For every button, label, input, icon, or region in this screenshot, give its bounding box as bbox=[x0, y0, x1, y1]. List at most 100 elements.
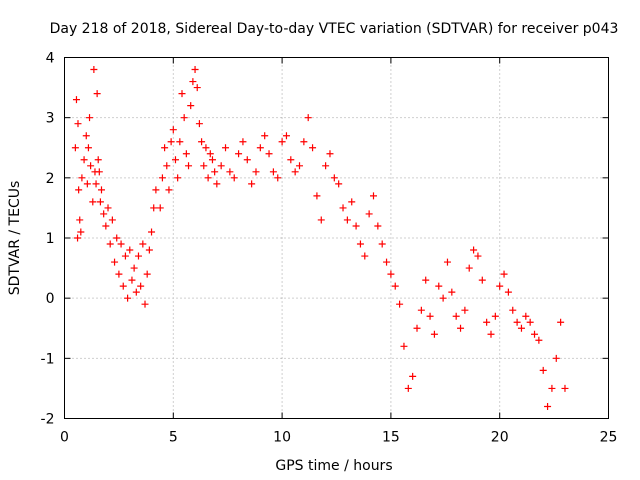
data-point bbox=[409, 372, 417, 380]
y-tick-label: 2 bbox=[46, 171, 55, 187]
data-point bbox=[86, 114, 94, 122]
data-point bbox=[278, 138, 286, 146]
data-point bbox=[378, 240, 386, 248]
data-point bbox=[100, 210, 108, 218]
data-point bbox=[108, 216, 116, 224]
data-point bbox=[313, 192, 321, 200]
data-point bbox=[150, 204, 158, 212]
data-point bbox=[77, 228, 85, 236]
data-point bbox=[171, 156, 179, 164]
data-point bbox=[94, 156, 102, 164]
data-point bbox=[522, 312, 530, 320]
data-points bbox=[71, 66, 569, 410]
data-point bbox=[193, 84, 201, 92]
data-point bbox=[531, 330, 539, 338]
data-point bbox=[343, 216, 351, 224]
data-point bbox=[548, 384, 556, 392]
data-point bbox=[369, 192, 377, 200]
data-point bbox=[106, 240, 114, 248]
y-tick-label: -1 bbox=[41, 351, 55, 367]
data-point bbox=[317, 216, 325, 224]
data-point bbox=[174, 174, 182, 182]
data-point bbox=[282, 132, 290, 140]
data-point bbox=[180, 114, 188, 122]
x-tick-label: 15 bbox=[382, 430, 400, 446]
data-point bbox=[452, 312, 460, 320]
data-point bbox=[82, 132, 90, 140]
x-tick-label: 10 bbox=[273, 430, 291, 446]
chart-title: Day 218 of 2018, Sidereal Day-to-day VTE… bbox=[50, 21, 619, 37]
data-point bbox=[104, 204, 112, 212]
data-point bbox=[269, 168, 277, 176]
data-point bbox=[330, 174, 338, 182]
data-point bbox=[400, 342, 408, 350]
data-point bbox=[496, 282, 504, 290]
data-point bbox=[137, 282, 145, 290]
data-point bbox=[167, 138, 175, 146]
x-tick-label: 0 bbox=[60, 430, 69, 446]
data-point bbox=[243, 156, 251, 164]
data-point bbox=[474, 252, 482, 260]
x-tick-label: 25 bbox=[600, 430, 618, 446]
x-tick-label: 20 bbox=[491, 430, 509, 446]
data-point bbox=[430, 330, 438, 338]
data-point bbox=[130, 264, 138, 272]
data-point bbox=[78, 174, 86, 182]
data-point bbox=[291, 168, 299, 176]
y-axis-label: SDTVAR / TECUs bbox=[7, 181, 23, 296]
data-point bbox=[309, 144, 317, 152]
data-point bbox=[134, 252, 142, 260]
data-point bbox=[163, 162, 171, 170]
data-point bbox=[132, 288, 140, 296]
data-point bbox=[465, 264, 473, 272]
data-point bbox=[374, 222, 382, 230]
x-tick-label: 5 bbox=[169, 430, 178, 446]
data-point bbox=[141, 300, 149, 308]
data-point bbox=[126, 246, 134, 254]
data-point bbox=[74, 120, 82, 128]
data-point bbox=[239, 138, 247, 146]
data-point bbox=[448, 288, 456, 296]
data-point bbox=[335, 180, 343, 188]
data-point bbox=[361, 252, 369, 260]
data-point bbox=[93, 90, 101, 98]
data-point bbox=[483, 318, 491, 326]
data-point bbox=[156, 204, 164, 212]
data-point bbox=[339, 204, 347, 212]
data-point bbox=[87, 162, 95, 170]
y-tick-label: -2 bbox=[41, 412, 55, 428]
data-point bbox=[535, 336, 543, 344]
data-point bbox=[383, 258, 391, 266]
data-point bbox=[191, 66, 199, 74]
data-point bbox=[202, 144, 210, 152]
data-point bbox=[80, 156, 88, 164]
data-point bbox=[152, 186, 160, 194]
data-point bbox=[208, 156, 216, 164]
data-point bbox=[76, 216, 84, 224]
data-point bbox=[124, 294, 132, 302]
data-point bbox=[187, 102, 195, 110]
data-point bbox=[198, 138, 206, 146]
data-point bbox=[128, 276, 136, 284]
data-point bbox=[102, 222, 110, 230]
data-point bbox=[491, 312, 499, 320]
data-point bbox=[111, 258, 119, 266]
data-point bbox=[92, 180, 100, 188]
data-point bbox=[439, 294, 447, 302]
data-point bbox=[561, 384, 569, 392]
data-point bbox=[387, 270, 395, 278]
tick-layer: 0 5 10 15 20 25 -2 -1 0 1 2 3 4 bbox=[41, 51, 618, 446]
data-point bbox=[417, 306, 425, 314]
data-point bbox=[169, 126, 177, 134]
data-point bbox=[391, 282, 399, 290]
data-point bbox=[97, 186, 105, 194]
data-point bbox=[90, 66, 98, 74]
data-point bbox=[552, 354, 560, 362]
data-point bbox=[217, 162, 225, 170]
data-point bbox=[189, 78, 197, 86]
data-point bbox=[478, 276, 486, 284]
data-point bbox=[274, 174, 282, 182]
y-tick-label: 1 bbox=[46, 231, 55, 247]
data-point bbox=[557, 318, 565, 326]
data-point bbox=[178, 90, 186, 98]
